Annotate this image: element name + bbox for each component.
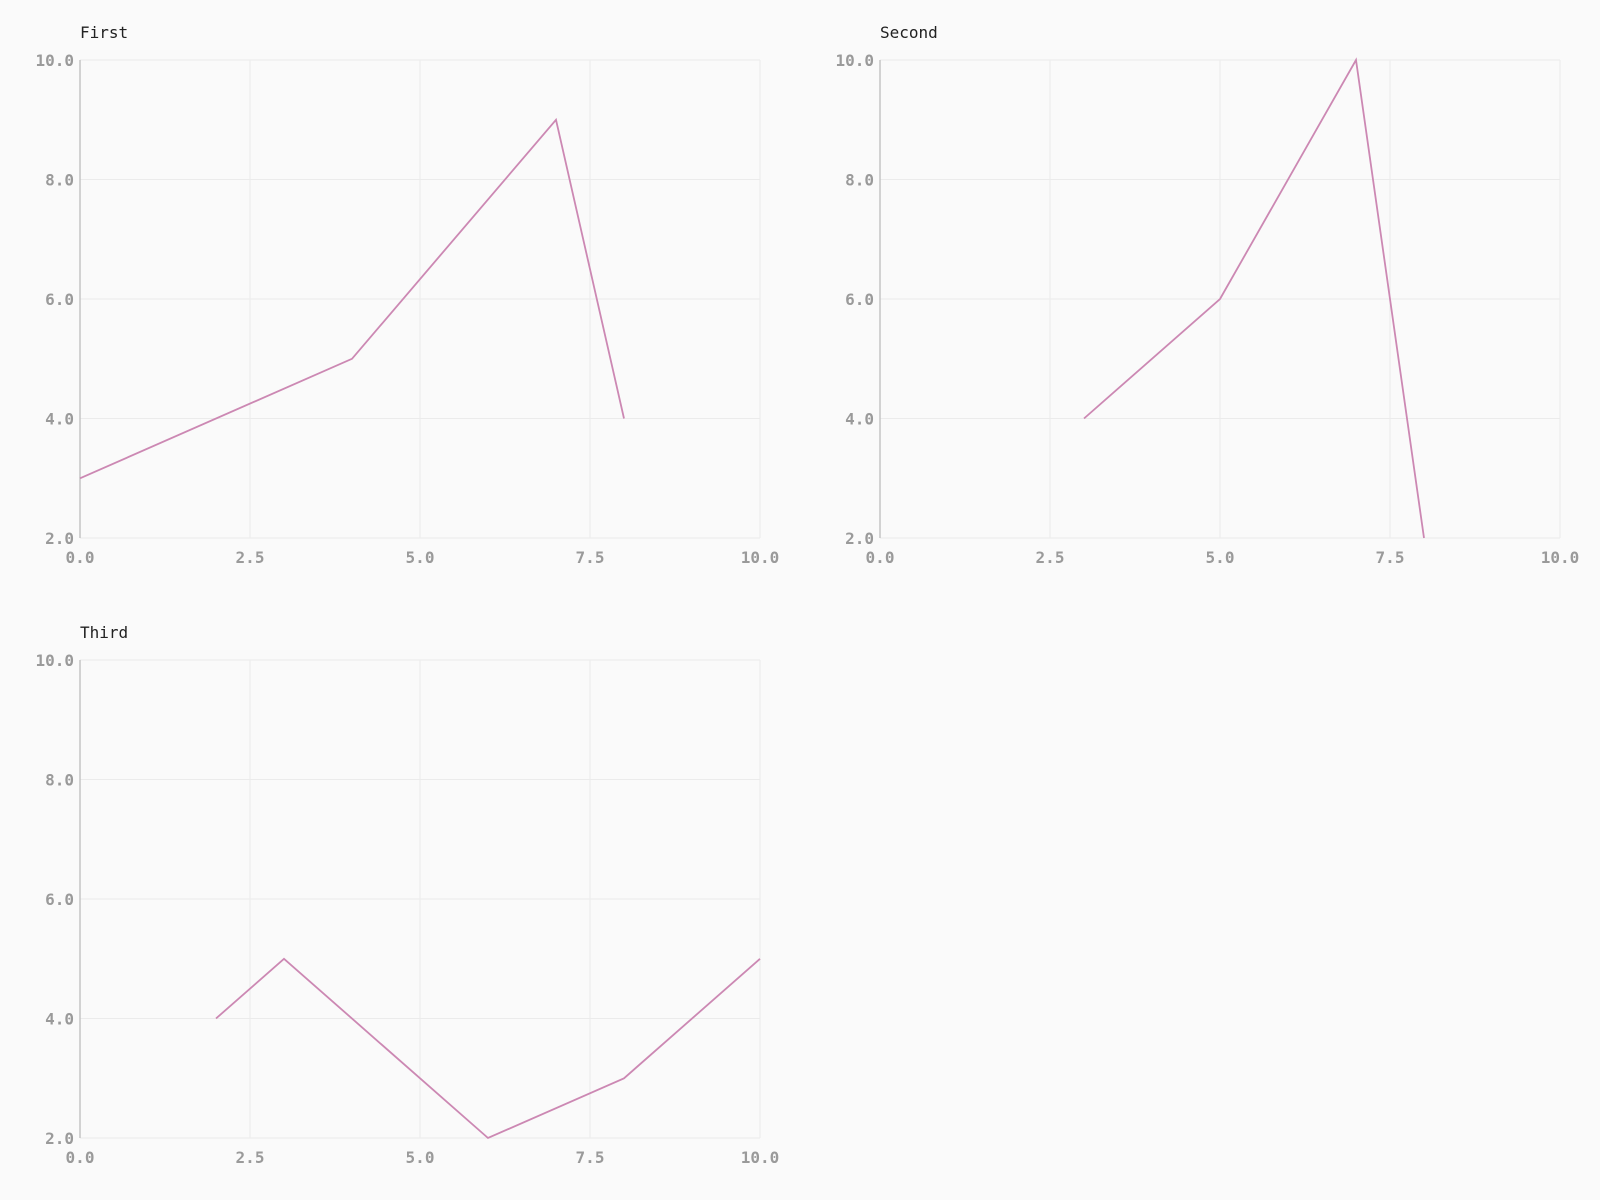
chart-panel-2: Second 2.0 4.0 6.0 8.0 10.0 0.0 2.5 5.0 7.5 10.0 xyxy=(835,23,1579,567)
series-line xyxy=(215,957,761,1140)
x-tick-label: 5.0 xyxy=(406,1148,435,1167)
series-line xyxy=(79,117,625,480)
x-tick-label: 10.0 xyxy=(741,1148,780,1167)
chart-title: First xyxy=(80,23,128,42)
y-tick-label: 2.0 xyxy=(845,529,874,548)
y-tick-label: 2.0 xyxy=(45,529,74,548)
chart-title: Second xyxy=(880,23,938,42)
y-tick-label: 2.0 xyxy=(45,1129,74,1148)
y-tick-label: 4.0 xyxy=(45,1010,74,1029)
x-tick-label: 5.0 xyxy=(406,548,435,567)
x-tick-label: 10.0 xyxy=(1541,548,1580,567)
chart-panel-1: First 2.0 4.0 6.0 8.0 10.0 0.0 2.5 5.0 7.5 10.0 xyxy=(35,23,779,567)
x-tick-label: 10.0 xyxy=(741,548,780,567)
chart-panel-3: Third 2.0 4.0 6.0 8.0 10.0 0.0 2.5 5.0 7.5 10.0 xyxy=(35,623,779,1167)
y-tick-label: 8.0 xyxy=(45,771,74,790)
y-tick-label: 10.0 xyxy=(835,51,874,70)
x-tick-label: 7.5 xyxy=(576,548,605,567)
x-tick-label: 7.5 xyxy=(1376,548,1405,567)
y-tick-label: 8.0 xyxy=(45,171,74,190)
y-tick-label: 4.0 xyxy=(845,410,874,429)
x-tick-label: 0.0 xyxy=(66,548,95,567)
series-line xyxy=(1083,57,1425,539)
x-tick-label: 2.5 xyxy=(236,548,265,567)
x-tick-label: 2.5 xyxy=(1036,548,1065,567)
y-tick-label: 10.0 xyxy=(35,51,74,70)
x-tick-label: 0.0 xyxy=(66,1148,95,1167)
y-tick-label: 6.0 xyxy=(45,290,74,309)
grid xyxy=(79,59,761,539)
y-tick-label: 4.0 xyxy=(45,410,74,429)
y-tick-label: 10.0 xyxy=(35,651,74,670)
y-tick-label: 8.0 xyxy=(845,171,874,190)
chart-title: Third xyxy=(80,623,128,642)
x-tick-label: 5.0 xyxy=(1206,548,1235,567)
y-tick-label: 6.0 xyxy=(845,290,874,309)
x-tick-label: 7.5 xyxy=(576,1148,605,1167)
x-tick-label: 0.0 xyxy=(866,548,895,567)
y-tick-label: 6.0 xyxy=(45,890,74,909)
x-tick-label: 2.5 xyxy=(236,1148,265,1167)
grid xyxy=(79,659,761,1139)
